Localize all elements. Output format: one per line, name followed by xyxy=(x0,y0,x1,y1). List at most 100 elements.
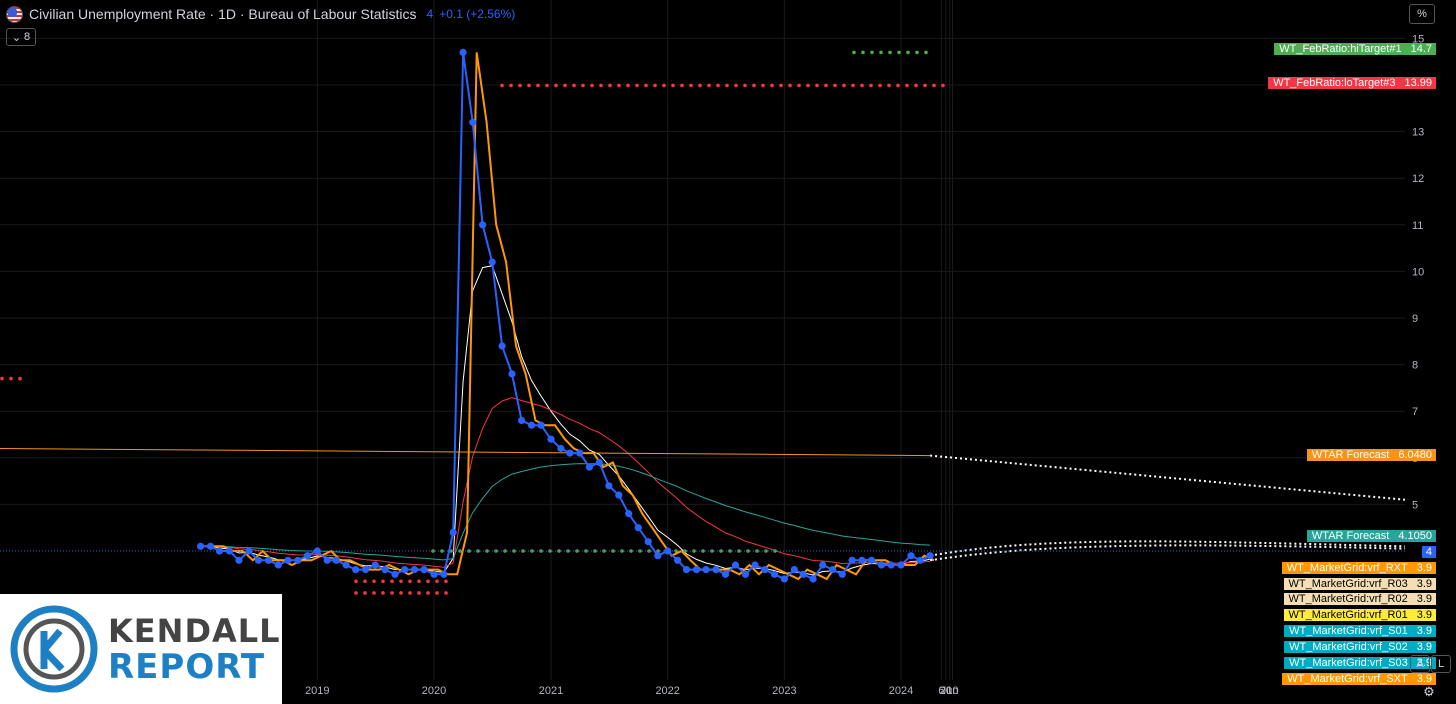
x-tick-label: 20 xyxy=(940,685,952,697)
red-level-dot xyxy=(426,579,430,584)
data-point xyxy=(838,570,846,578)
lo-target-dot xyxy=(851,83,855,88)
data-point xyxy=(235,556,243,564)
lo-target-dot xyxy=(680,83,684,88)
indicator-line-1 xyxy=(200,397,931,568)
data-point xyxy=(868,556,876,564)
price-label-name: WT_MarketGrid:vrf_R03 xyxy=(1283,578,1413,590)
hi-target-dot xyxy=(861,50,865,55)
data-point xyxy=(674,556,682,564)
price-label-value: 4 xyxy=(1421,546,1436,558)
y-tick-label: 7 xyxy=(1412,406,1418,418)
price-label-name: WT_MarketGrid:vrf_RXT xyxy=(1281,562,1413,574)
y-tick-label: 8 xyxy=(1412,360,1418,372)
chart-grid xyxy=(0,0,1405,680)
data-point xyxy=(809,575,817,583)
price-label: WT_MarketGrid:vrf_SXT 3.9 xyxy=(1282,672,1436,687)
price-label: WT_MarketGrid:vrf_S01 3.9 xyxy=(1284,624,1436,639)
hi-target-dot xyxy=(879,50,883,55)
price-label-name: WT_MarketGrid:vrf_R02 xyxy=(1283,593,1413,605)
lo-target-dot xyxy=(743,83,747,88)
lo-target-dot xyxy=(806,83,810,88)
price-label-name: WT_MarketGrid:vrf_S03 xyxy=(1284,657,1413,669)
data-point xyxy=(332,556,340,564)
gear-icon[interactable]: ⚙ xyxy=(1423,684,1435,699)
x-tick-label: 2024 xyxy=(889,685,913,697)
data-point xyxy=(430,570,438,578)
data-point xyxy=(323,556,331,564)
data-point xyxy=(916,556,924,564)
symbol-title[interactable]: Civilian Unemployment Rate · 1D · Bureau… xyxy=(29,6,417,22)
price-label: WT_FebRatio:loTarget#3 13.99 xyxy=(1268,76,1436,91)
data-point xyxy=(799,570,807,578)
lo-target-dot xyxy=(707,83,711,88)
kendall-logo-icon xyxy=(10,605,98,693)
x-tick-label: 10 xyxy=(946,685,958,697)
data-point xyxy=(206,542,215,550)
lo-target-dot xyxy=(788,83,792,88)
lo-target-dot xyxy=(518,83,522,88)
data-point xyxy=(770,570,779,578)
price-label: WT_FebRatio:hiTarget#1 14.7 xyxy=(1274,42,1436,57)
lo-target-dot xyxy=(923,83,927,88)
lo-target-dot xyxy=(716,83,720,88)
hi-target-dot xyxy=(924,50,928,55)
data-point xyxy=(303,552,311,560)
price-label-name: WTAR Forecast xyxy=(1306,530,1395,542)
lo-target-dot xyxy=(896,83,900,88)
red-level-dot xyxy=(354,579,358,584)
logo-line2: REPORT xyxy=(108,647,266,687)
lo-target-dot xyxy=(941,83,945,88)
price-label-name: WT_MarketGrid:vrf_S02 xyxy=(1284,641,1413,653)
chart-header: Civilian Unemployment Rate · 1D · Bureau… xyxy=(6,4,515,24)
lo-target-dot xyxy=(752,83,756,88)
data-point xyxy=(508,370,516,378)
indicator-lines xyxy=(0,50,1406,595)
lo-target-dot xyxy=(671,83,675,88)
red-level-dot xyxy=(444,591,448,595)
lo-target-dot xyxy=(563,83,567,88)
data-point xyxy=(420,566,428,574)
red-level-dot xyxy=(9,376,13,381)
price-label-value: 3.9 xyxy=(1412,625,1436,637)
lo-target-dot xyxy=(878,83,882,88)
price-label-name: WT_MarketGrid:vrf_S01 xyxy=(1284,625,1413,637)
scale-mode-button[interactable]: % xyxy=(1409,4,1435,24)
wtar-forecast-orange xyxy=(0,447,931,457)
lo-target-dot xyxy=(905,83,909,88)
price-label-value: 3.9 xyxy=(1412,593,1436,605)
data-point xyxy=(215,547,224,555)
red-level-dot xyxy=(408,579,412,584)
lo-target-dot xyxy=(554,83,558,88)
data-point xyxy=(284,556,292,564)
lo-target-dot xyxy=(572,83,576,88)
indicators-collapse-button[interactable]: ⌄ 8 xyxy=(6,28,36,46)
red-level-dot xyxy=(408,591,412,595)
data-point xyxy=(848,556,856,564)
x-tick-label: 2021 xyxy=(539,685,563,697)
lo-target-dot xyxy=(608,83,612,88)
price-label-value: 3.9 xyxy=(1412,673,1436,685)
data-point xyxy=(644,538,652,546)
x-tick-label: 2023 xyxy=(772,685,796,697)
data-point xyxy=(595,458,603,467)
red-level-dot xyxy=(426,591,430,595)
data-point xyxy=(245,547,253,555)
data-point xyxy=(682,566,691,574)
data-point xyxy=(605,482,613,490)
data-point xyxy=(449,528,457,537)
y-tick-label: 15 xyxy=(1412,33,1424,45)
data-point xyxy=(585,463,594,471)
auto-scale-button[interactable]: A xyxy=(1410,655,1430,673)
red-level-dot xyxy=(381,591,385,595)
lo-target-dot xyxy=(932,83,936,88)
lo-target-dot xyxy=(626,83,630,88)
data-point xyxy=(615,491,623,499)
data-point xyxy=(664,547,672,555)
x-tick-label: 6 xyxy=(938,685,944,697)
y-tick-label: 9 xyxy=(1412,313,1418,325)
data-point xyxy=(877,561,886,569)
log-scale-button[interactable]: L xyxy=(1431,655,1451,673)
